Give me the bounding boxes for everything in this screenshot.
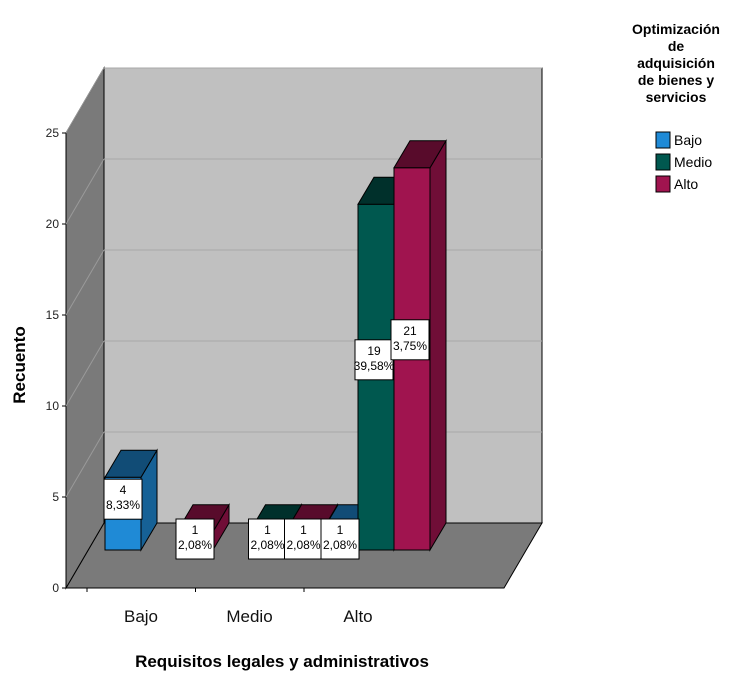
data-label-percent: 2,08% (250, 538, 284, 552)
data-label-percent: 2,08% (286, 538, 320, 552)
gridline-side (65, 340, 105, 407)
data-label-count: 1 (264, 523, 271, 537)
data-label-count: 4 (120, 483, 127, 497)
legend-title-line: adquisición (637, 55, 715, 71)
data-label-count: 21 (403, 324, 417, 338)
data-label-count: 1 (192, 523, 199, 537)
data-label-percent: 2,08% (178, 538, 212, 552)
bar-side (429, 138, 447, 552)
y-tick-label: 25 (46, 126, 60, 140)
legend-title-line: de bienes y (638, 72, 714, 88)
data-label-percent: 3,75% (393, 339, 427, 353)
data-label-box (354, 339, 394, 381)
data-label-count: 1 (300, 523, 307, 537)
data-label-box (248, 518, 287, 560)
data-label-percent: 2,08% (323, 538, 357, 552)
data-label-box (320, 518, 360, 560)
legend-swatch (655, 131, 671, 149)
legend-title-line: de (668, 38, 685, 54)
x-category-label: Alto (343, 607, 372, 626)
y-tick-label: 15 (46, 308, 60, 322)
data-label-percent: 8,33% (106, 498, 140, 512)
data-label-box (284, 518, 323, 560)
data-label-percent: 39,58% (354, 359, 395, 373)
gridlines (65, 67, 542, 498)
chart-side-wall (65, 66, 105, 590)
data-label-count: 19 (367, 344, 381, 358)
gridline-side (65, 431, 105, 498)
legend-items: Bajo Medio Alto (655, 131, 712, 193)
legend-title-line: servicios (646, 89, 707, 105)
data-label-box (175, 518, 215, 560)
legend-title-line: Optimización (632, 21, 720, 37)
legend-swatch (655, 175, 671, 193)
x-axis-title: Requisitos legales y administrativos (135, 652, 429, 671)
bar-top (104, 449, 158, 478)
chart-back-wall (103, 67, 543, 524)
y-axis-ticks: 0 5 10 15 20 25 (46, 126, 66, 595)
y-axis-title: Recuento (10, 326, 29, 403)
data-labels: 48,33%12,08%12,08%12,08%12,08%1939,58%21… (103, 319, 430, 560)
x-axis-categories: Bajo Medio Alto (86, 588, 373, 626)
bar-top (393, 140, 447, 169)
y-tick-label: 0 (52, 581, 59, 595)
legend-swatch (655, 153, 671, 171)
y-tick-label: 10 (46, 399, 60, 413)
gridline-side (65, 158, 105, 225)
x-category-label: Bajo (124, 607, 158, 626)
x-category-label: Medio (226, 607, 272, 626)
legend-label: Bajo (674, 132, 702, 148)
data-label-count: 1 (337, 523, 344, 537)
gridline-side (65, 67, 105, 134)
data-label-box (103, 478, 143, 520)
legend-label: Medio (674, 154, 712, 170)
data-label-box (390, 319, 430, 361)
y-tick-label: 5 (52, 490, 59, 504)
y-tick-label: 20 (46, 217, 60, 231)
gridline-side (65, 249, 105, 316)
legend-label: Alto (674, 176, 698, 192)
